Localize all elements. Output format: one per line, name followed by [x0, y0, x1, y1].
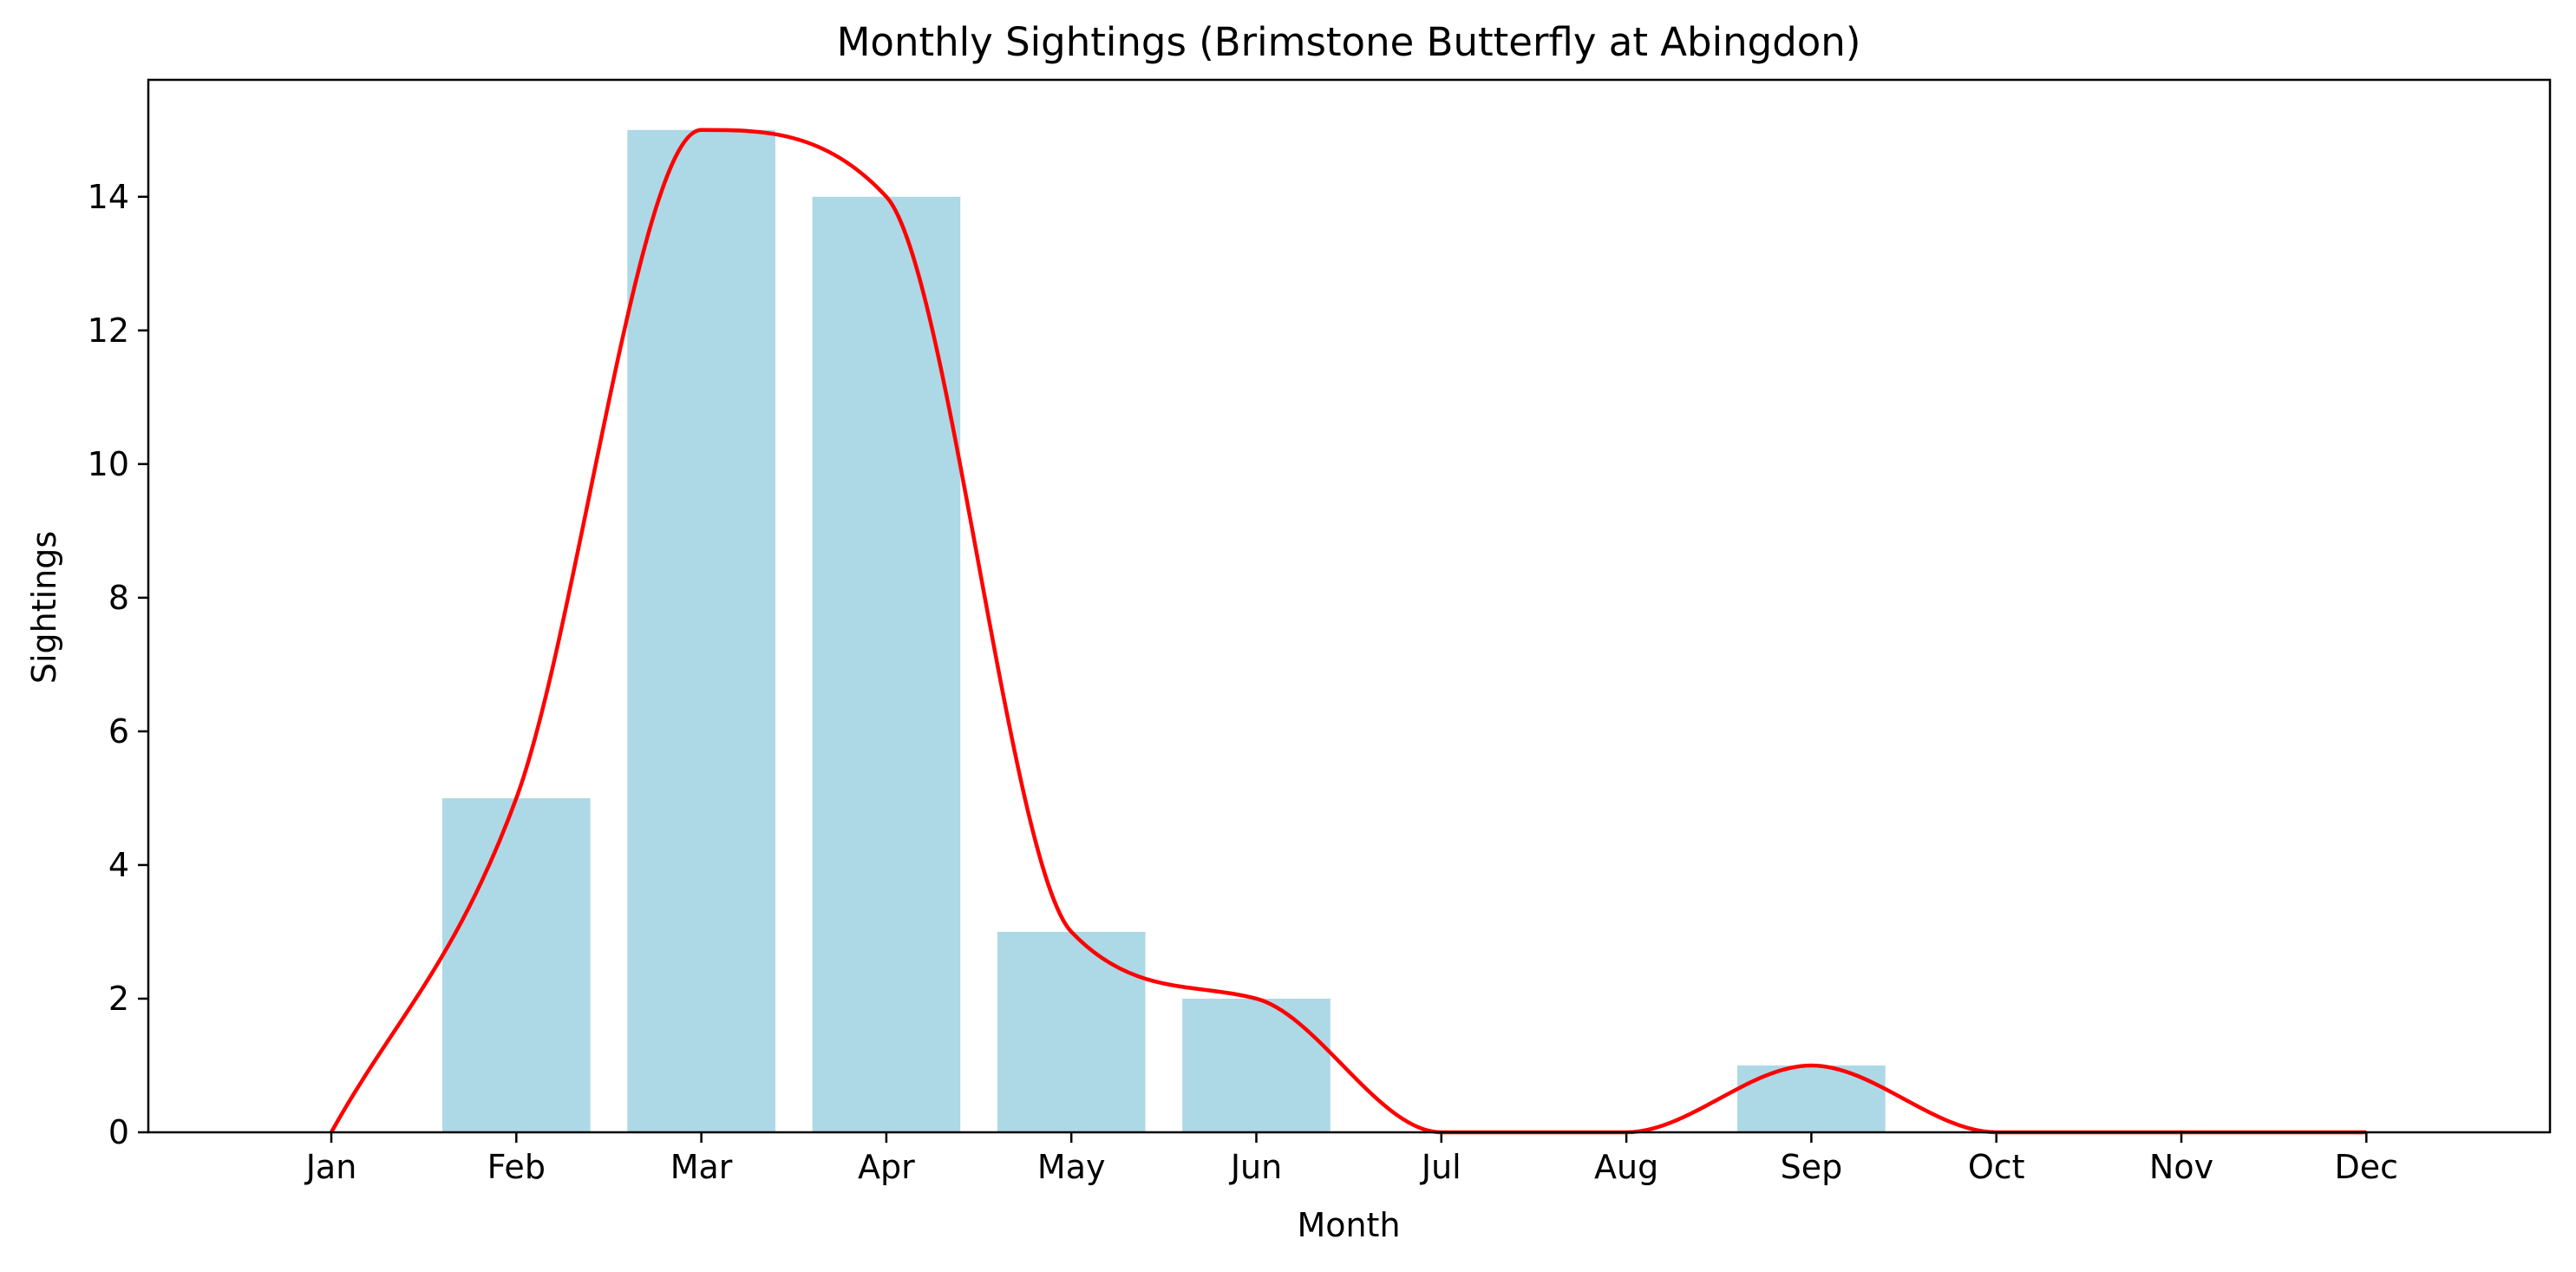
- x-axis-ticks: Jan Feb Mar Apr May Jun Jul Aug Sep Oct Nov Dec: [304, 1132, 2398, 1186]
- x-axis-label: Month: [1297, 1206, 1400, 1244]
- x-tick-label: Nov: [2149, 1148, 2213, 1186]
- x-tick-label: Jan: [304, 1148, 357, 1186]
- chart-title: Monthly Sightings (Brimstone Butterfly a…: [837, 19, 1861, 65]
- x-tick-label: Aug: [1594, 1148, 1658, 1186]
- y-tick-label: 4: [108, 846, 129, 884]
- x-tick-label: Mar: [670, 1148, 733, 1186]
- x-tick-label: Apr: [858, 1148, 915, 1186]
- y-axis-label: Sightings: [25, 531, 63, 684]
- y-axis-ticks: 0 2 4 6 8 10 12 14: [88, 178, 148, 1151]
- plot-frame: [147, 78, 2552, 1134]
- x-tick-label: Oct: [1968, 1148, 2025, 1186]
- y-tick-label: 12: [88, 311, 129, 350]
- y-tick-label: 2: [108, 980, 129, 1018]
- x-tick-label: May: [1037, 1148, 1106, 1186]
- bar-apr: [812, 196, 961, 1132]
- bar-mar: [627, 129, 775, 1132]
- y-tick-label: 8: [108, 579, 129, 617]
- bar-sep: [1737, 1065, 1886, 1132]
- y-tick-label: 10: [88, 445, 129, 483]
- bar-may: [997, 931, 1146, 1132]
- bar-feb: [441, 797, 591, 1132]
- trend-line-layer: [330, 128, 2367, 1135]
- x-tick-label: Dec: [2335, 1148, 2399, 1186]
- x-tick-label: Jul: [1420, 1148, 1461, 1186]
- bar-jun: [1182, 998, 1330, 1132]
- y-tick-label: 0: [108, 1113, 129, 1151]
- y-tick-label: 14: [88, 178, 129, 216]
- x-tick-label: Jun: [1229, 1148, 1282, 1186]
- x-tick-label: Sep: [1781, 1148, 1843, 1186]
- trend-line: [330, 128, 2367, 1135]
- x-tick-label: Feb: [487, 1148, 546, 1186]
- y-tick-label: 6: [108, 712, 129, 751]
